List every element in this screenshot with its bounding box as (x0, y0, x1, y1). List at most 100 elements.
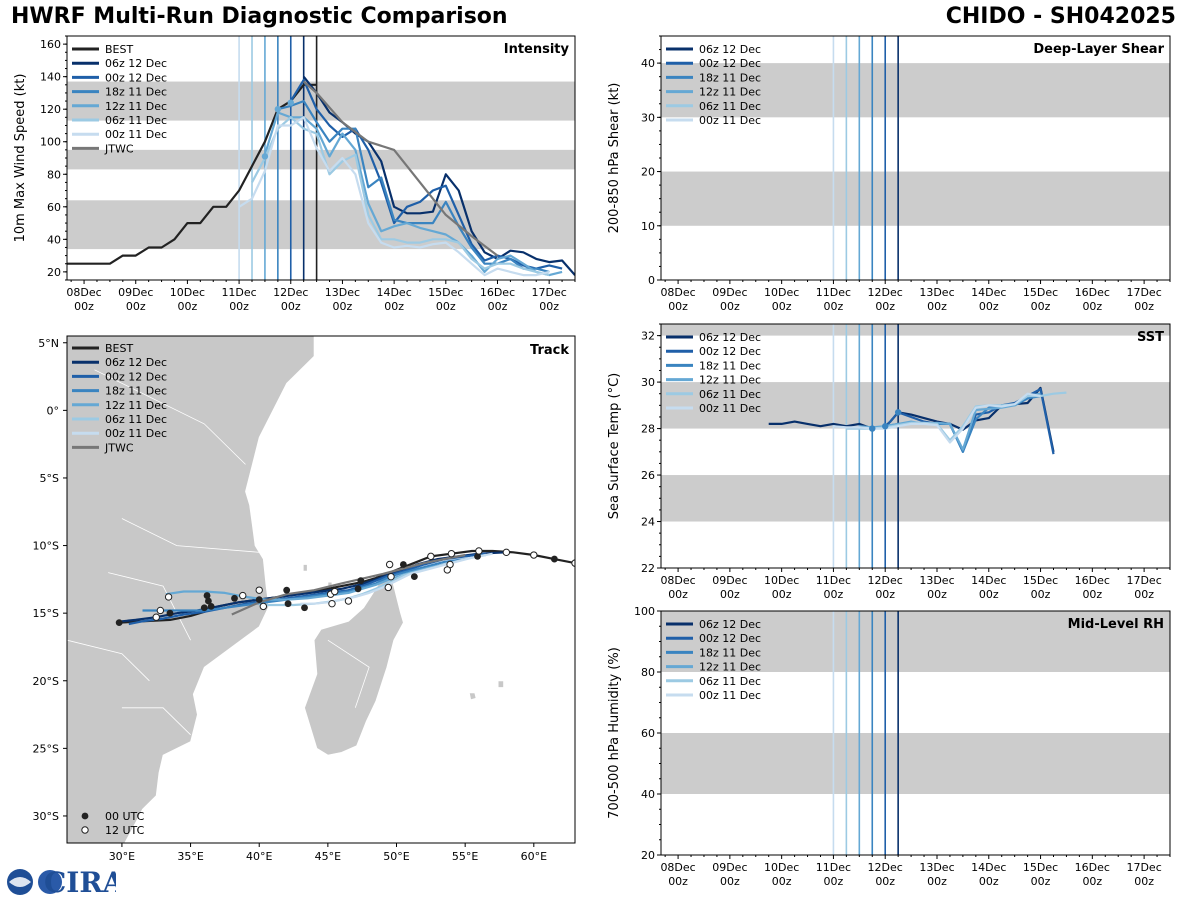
intensity-x-tick-label-hour: 00z (333, 300, 353, 313)
rh-x-tick-label-date: 12Dec (868, 861, 903, 874)
track-marker-12utc (152, 613, 160, 621)
track-marker-00utc (354, 585, 362, 593)
rh-y-tick-label: 40 (641, 788, 655, 801)
country-border (94, 369, 246, 465)
shear-x-tick-label-hour: 00z (824, 300, 844, 313)
land-mass (304, 571, 404, 756)
intensity-x-tick-label-hour: 00z (539, 300, 559, 313)
track-marker-00utc (551, 555, 558, 563)
track-x-tick-label: 40°E (246, 850, 272, 863)
sst-x-tick-label-date: 08Dec (660, 574, 695, 587)
track-y-tick-label: 30°S (33, 810, 59, 823)
track-marker-00utc (205, 597, 212, 605)
track-marker-legend-label: 12 UTC (105, 824, 145, 837)
sst-plot-area (661, 324, 1170, 568)
track-marker-12utc (447, 549, 456, 558)
track-legend-label: 00z 12 Dec (105, 370, 167, 383)
track-marker-00utc (399, 561, 407, 568)
intensity-x-tick-label-date: 13Dec (325, 286, 360, 299)
land-mass (67, 336, 315, 843)
shear-x-tick-label-date: 16Dec (1075, 286, 1110, 299)
intensity-x-tick-label-date: 16Dec (480, 286, 515, 299)
track-x-tick-label: 60°E (521, 850, 547, 863)
intensity-y-tick-label: 20 (47, 266, 61, 279)
rh-y-tick-label: 100 (634, 605, 655, 618)
sst-x-tick-label-date: 14Dec (971, 574, 1006, 587)
intensity-x-tick-label-hour: 00z (488, 300, 508, 313)
track-y-tick-label: 10°S (33, 540, 59, 553)
track-marker-00utc (115, 619, 123, 627)
intensity-legend-label: 12z 11 Dec (105, 100, 167, 113)
intensity-series-18z-11-dec (277, 99, 550, 273)
country-border (108, 572, 191, 641)
sst-legend-label: 12z 11 Dec (699, 374, 761, 387)
intensity-series-06z-11-dec (251, 116, 550, 277)
sst-x-tick-label-hour: 00z (1082, 588, 1102, 601)
sst-x-tick-label-hour: 00z (668, 588, 688, 601)
intensity-y-tick-label: 60 (47, 201, 61, 214)
shear-y-axis-label: 200-850 hPa Shear (kt) (607, 83, 622, 234)
rh-x-tick-label-hour: 00z (772, 875, 792, 888)
sst-band (661, 324, 1170, 336)
track-frame (66, 335, 576, 844)
track-marker-12utc (344, 597, 353, 605)
rh-plot-area (661, 611, 1170, 855)
shear-legend-label: 06z 11 Dec (699, 100, 761, 113)
track-y-tick-label: 5°S (40, 472, 59, 485)
intensity-panel-title: Intensity (504, 42, 570, 57)
rh-legend-label: 06z 12 Dec (699, 618, 761, 631)
intensity-data-point (287, 99, 294, 106)
intensity-series-jtwc (302, 80, 499, 257)
intensity-plot-area (67, 36, 575, 280)
sst-band (661, 382, 1170, 429)
shear-x-tick-label-hour: 00z (1134, 300, 1154, 313)
track-marker-00utc (301, 604, 308, 612)
intensity-x-tick-label-hour: 00z (384, 300, 404, 313)
track-legend-label: 00z 11 Dec (105, 427, 167, 440)
track-marker-00utc (166, 609, 174, 617)
land-mass (497, 680, 505, 688)
track-marker-00utc (357, 577, 365, 585)
country-border (327, 639, 370, 708)
sst-y-tick-label: 28 (641, 423, 655, 436)
land-mass (302, 564, 308, 572)
shear-x-tick-label-hour: 00z (668, 300, 688, 313)
rh-legend-label: 18z 11 Dec (699, 646, 761, 659)
intensity-x-tick-label-date: 12Dec (273, 286, 308, 299)
track-panel-title: Track (530, 343, 569, 358)
rh-x-tick-label-date: 09Dec (712, 861, 747, 874)
intensity-x-tick-label-hour: 00z (281, 300, 301, 313)
track-plot-area (67, 336, 575, 843)
track-legend-label: 18z 11 Dec (105, 385, 167, 398)
rh-x-tick-label-date: 16Dec (1075, 861, 1110, 874)
track-y-tick-label: 25°S (33, 742, 59, 755)
intensity-x-tick-label-hour: 00z (436, 300, 456, 313)
sst-panel: 22242628303208Dec00z09Dec00z10Dec00z11De… (607, 323, 1171, 601)
rh-legend-label: 00z 11 Dec (699, 689, 761, 702)
track-marker-12utc (475, 547, 483, 555)
track-marker-12utc (530, 551, 538, 559)
shear-x-tick-label-date: 17Dec (1126, 286, 1161, 299)
rh-legend-label: 06z 11 Dec (699, 675, 761, 688)
track-legend-label: 06z 12 Dec (105, 356, 167, 369)
rh-panel: 2040608010008Dec00z09Dec00z10Dec00z11Dec… (607, 605, 1171, 888)
intensity-y-tick-label: 80 (47, 168, 61, 181)
shear-y-tick-label: 30 (641, 111, 655, 124)
intensity-x-tick-label-hour: 00z (126, 300, 146, 313)
track-x-tick-label: 45°E (315, 850, 341, 863)
intensity-x-tick-label-hour: 00z (178, 300, 198, 313)
sst-data-point (894, 409, 902, 416)
shear-x-tick-label-hour: 00z (1082, 300, 1102, 313)
intensity-series-00z-12-dec (289, 78, 563, 270)
rh-legend-label: 00z 12 Dec (699, 632, 761, 645)
track-marker-legend-label: 00 UTC (105, 810, 145, 823)
intensity-y-tick-label: 100 (40, 136, 61, 149)
rh-x-tick-label-hour: 00z (1134, 875, 1154, 888)
country-border (67, 639, 150, 682)
track-x-tick-label: 35°E (177, 850, 203, 863)
rh-x-tick-label-date: 13Dec (919, 861, 954, 874)
track-legend-label: JTWC (104, 441, 134, 454)
intensity-y-tick-label: 40 (47, 233, 61, 246)
intensity-y-tick-label: 140 (40, 71, 61, 84)
track-legend-label: 12z 11 Dec (105, 399, 167, 412)
